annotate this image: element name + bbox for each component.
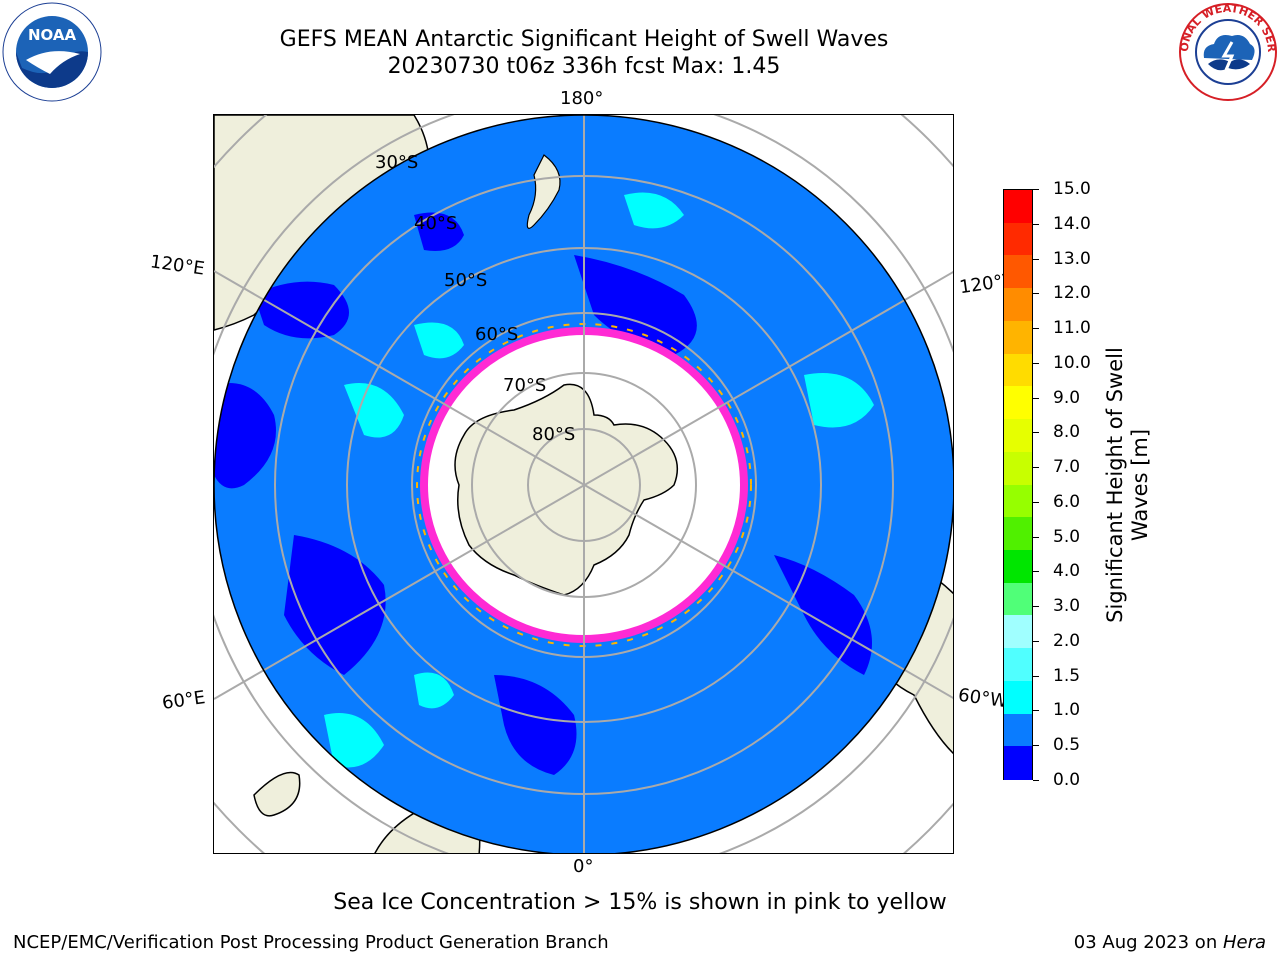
new-zealand-land: [526, 154, 561, 229]
colorbar-tick-label: 12.0: [1053, 283, 1091, 303]
colorbar-tick: [1033, 502, 1039, 503]
colorbar-tick-label: 6.0: [1053, 492, 1081, 512]
date-value: 03 Aug 2023 on: [1073, 932, 1223, 953]
chart-subtitle: 20230730 t06z 336h fcst Max: 1.45: [387, 54, 781, 79]
colorbar-tick: [1033, 641, 1039, 642]
lat-label-60s: 60°S: [475, 324, 519, 345]
sea-ice-note: Sea Ice Concentration > 15% is shown in …: [333, 890, 947, 915]
colorbar-tick: [1033, 189, 1039, 190]
colorbar-tick: [1033, 467, 1039, 468]
mid-swell-patches: [324, 192, 874, 768]
host-name: Hera: [1222, 932, 1266, 953]
colorbar-segment: [1004, 386, 1032, 420]
colorbar-tick: [1033, 363, 1039, 364]
colorbar-segment: [1004, 517, 1032, 551]
colorbar-tick: [1033, 780, 1039, 781]
colorbar-tick: [1033, 293, 1039, 294]
colorbar-tick: [1033, 676, 1039, 677]
colorbar-tick: [1033, 537, 1039, 538]
colorbar-segment: [1004, 615, 1032, 649]
lat-label-30s: 30°S: [375, 152, 419, 173]
lon-label-lower-right: 60°W: [956, 684, 1009, 713]
colorbar-segment: [1004, 746, 1032, 780]
colorbar-label-line2: Waves [m]: [1128, 428, 1152, 542]
colorbar-tick-label: 3.0: [1053, 596, 1081, 616]
colorbar-tick: [1033, 571, 1039, 572]
colorbar-tick: [1033, 710, 1039, 711]
colorbar-tick-label: 8.0: [1053, 422, 1081, 442]
colorbar-tick: [1033, 259, 1039, 260]
date-text: 03 Aug 2023 on Hera: [1074, 932, 1266, 953]
colorbar-segment: [1004, 648, 1032, 682]
colorbar-label-line1: Significant Height of Swell: [1103, 347, 1127, 623]
nws-logo-icon: NATIONAL WEATHER SERVICE: [1178, 2, 1278, 101]
colorbar-tick: [1033, 432, 1039, 433]
noaa-logo-icon: NOAA: [2, 2, 102, 102]
colorbar-segment: [1004, 190, 1032, 224]
colorbar-tick-label: 11.0: [1053, 318, 1091, 338]
colorbar-tick-label: 0.5: [1053, 735, 1081, 755]
colorbar-tick-label: 10.0: [1053, 353, 1091, 373]
colorbar-tick-label: 7.0: [1053, 457, 1081, 477]
colorbar-tick-label: 0.0: [1053, 770, 1081, 790]
colorbar-segment: [1004, 451, 1032, 486]
colorbar-segment: [1004, 549, 1032, 584]
colorbar-tick-label: 4.0: [1053, 561, 1081, 581]
svg-text:NOAA: NOAA: [28, 26, 77, 44]
colorbar-tick-label: 9.0: [1053, 388, 1081, 408]
graticule: [214, 115, 953, 853]
colorbar-tick-label: 14.0: [1053, 214, 1091, 234]
colorbar-segment: [1004, 288, 1032, 322]
colorbar-tick: [1033, 398, 1039, 399]
colorbar-tick-label: 15.0: [1053, 179, 1091, 199]
colorbar-tick-label: 5.0: [1053, 527, 1081, 547]
colorbar-tick: [1033, 745, 1039, 746]
colorbar-tick-label: 2.0: [1053, 631, 1081, 651]
polar-map: [213, 114, 954, 854]
colorbar-tick: [1033, 606, 1039, 607]
colorbar-segment: [1004, 222, 1032, 257]
colorbar-segment: [1004, 419, 1032, 453]
colorbar-label: Significant Height of Swell Waves [m]: [1103, 285, 1153, 685]
colorbar-segment: [1004, 353, 1032, 387]
lon-label-lower-left: 60°E: [160, 687, 207, 714]
credit-text: NCEP/EMC/Verification Post Processing Pr…: [13, 932, 609, 953]
colorbar-tick-label: 1.0: [1053, 700, 1081, 720]
lon-label-top: 180°: [560, 88, 604, 109]
colorbar: [1003, 189, 1033, 780]
polar-map-canvas: [214, 115, 953, 853]
colorbar-segment: [1004, 680, 1032, 715]
colorbar-segment: [1004, 484, 1032, 518]
lat-label-40s: 40°S: [414, 213, 458, 234]
colorbar-segment: [1004, 713, 1032, 747]
low-swell-patches: [214, 212, 872, 775]
colorbar-tick-label: 1.5: [1053, 666, 1081, 686]
lat-label-70s: 70°S: [503, 375, 547, 396]
colorbar-segment: [1004, 320, 1032, 355]
colorbar-tick: [1033, 224, 1039, 225]
lat-label-80s: 80°S: [532, 424, 576, 445]
colorbar-segment: [1004, 255, 1032, 289]
madagascar-land: [253, 771, 301, 817]
lat-label-50s: 50°S: [444, 270, 488, 291]
colorbar-tick-label: 13.0: [1053, 249, 1091, 269]
colorbar-tick: [1033, 328, 1039, 329]
colorbar-segment: [1004, 582, 1032, 616]
lon-label-bottom: 0°: [573, 856, 594, 877]
chart-title: GEFS MEAN Antarctic Significant Height o…: [279, 27, 889, 52]
antarctica-land: [454, 383, 679, 596]
lon-label-upper-left: 120°E: [148, 251, 206, 280]
